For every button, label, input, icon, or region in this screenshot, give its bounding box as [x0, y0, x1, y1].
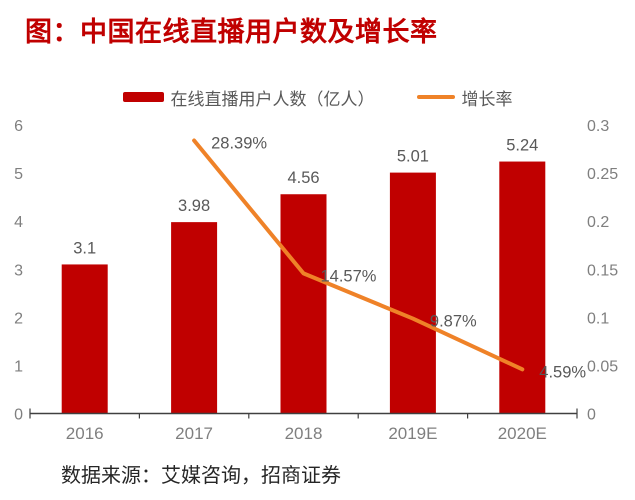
- left-axis-tick-label: 2: [14, 310, 23, 327]
- bar-2019E: [389, 172, 436, 414]
- bar-2016: [61, 264, 108, 414]
- legend-item-users: 在线直播用户人数（亿人）: [122, 85, 375, 110]
- right-axis-tick-label: 0.3: [587, 118, 609, 135]
- bar-value-label: 3.98: [178, 197, 210, 215]
- bar-value-label: 4.56: [287, 169, 319, 187]
- legend-label-users: 在线直播用户人数（亿人）: [170, 89, 375, 109]
- chart-title: 图：中国在线直播用户数及增长率: [25, 17, 438, 47]
- legend-label-growth: 增长率: [461, 89, 513, 109]
- left-axis-tick-label: 3: [14, 262, 23, 279]
- right-axis-tick-label: 0: [587, 407, 596, 424]
- left-axis-tick-label: 6: [14, 118, 23, 135]
- legend: 在线直播用户人数（亿人） 增长率: [0, 84, 635, 110]
- bar-series-swatch-icon: [122, 92, 164, 102]
- left-axis-tick-label: 5: [14, 166, 23, 183]
- right-axis-tick-label: 0.05: [587, 358, 618, 375]
- growth-line: [192, 138, 525, 372]
- right-axis-tick-label: 0.25: [587, 166, 618, 183]
- legend-item-growth: 增长率: [416, 85, 513, 110]
- category-label-2018: 2018: [285, 424, 323, 443]
- right-axis-tick-label: 0.15: [587, 262, 618, 279]
- line-value-label: 28.39%: [211, 134, 267, 152]
- bar-value-label: 3.1: [73, 239, 96, 257]
- bar-2017: [171, 222, 218, 414]
- category-label-2016: 2016: [66, 424, 104, 443]
- bar-value-label: 5.01: [397, 148, 429, 166]
- bar-2018: [280, 194, 327, 414]
- category-label-2017: 2017: [175, 424, 213, 443]
- category-label-2020E: 2020E: [498, 424, 547, 443]
- category-label-2019E: 2019E: [388, 424, 437, 443]
- right-axis-tick-label: 0.2: [587, 214, 609, 231]
- bar-2020E: [499, 161, 546, 414]
- line-value-label: 9.87%: [430, 313, 477, 331]
- right-axis-tick-label: 0.1: [587, 310, 609, 327]
- left-axis-tick-label: 1: [14, 358, 23, 375]
- left-axis-tick-label: 0: [14, 407, 23, 424]
- line-series-swatch-icon: [416, 95, 455, 99]
- left-axis-tick-label: 4: [14, 214, 23, 231]
- source-note: 数据来源：艾媒咨询，招商证券: [61, 465, 341, 487]
- bar-value-label: 5.24: [506, 137, 538, 155]
- line-value-label: 14.57%: [321, 267, 377, 285]
- line-value-label: 4.59%: [539, 363, 586, 381]
